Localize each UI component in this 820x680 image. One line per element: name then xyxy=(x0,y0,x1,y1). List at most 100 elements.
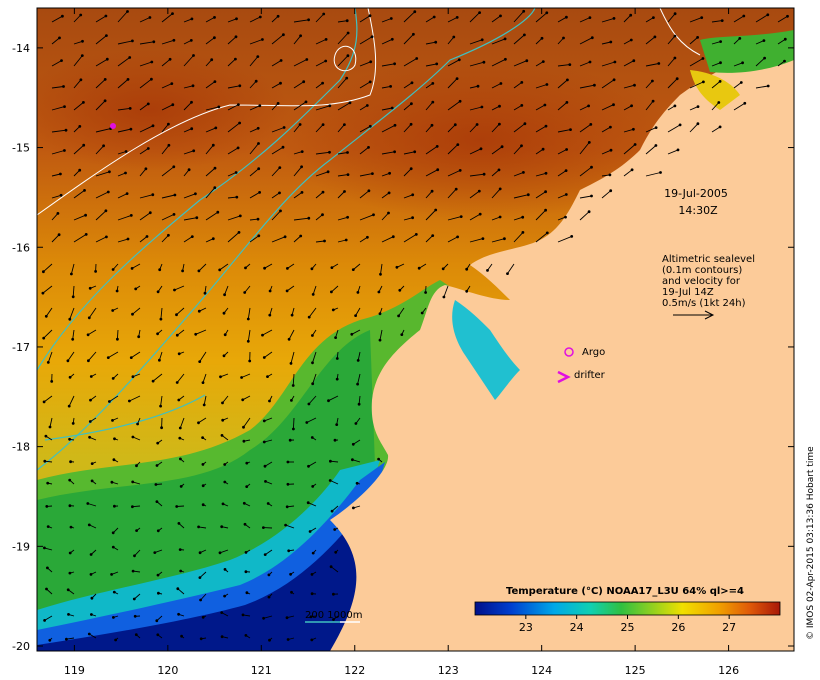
velocity-vector xyxy=(73,214,86,221)
velocity-vector xyxy=(535,232,548,243)
velocity-vector xyxy=(205,144,214,155)
velocity-vector-head xyxy=(156,633,160,637)
drifter-label: drifter xyxy=(574,370,606,381)
velocity-vector-head xyxy=(242,439,246,443)
velocity-vector-head xyxy=(278,166,282,170)
velocity-vector xyxy=(49,417,53,428)
velocity-vector-head xyxy=(86,333,90,337)
velocity-vector-head xyxy=(104,209,108,213)
velocity-vector-head xyxy=(42,336,46,340)
velocity-vector-head xyxy=(500,145,504,149)
velocity-vector-head xyxy=(290,590,293,594)
velocity-vector xyxy=(425,101,434,111)
velocity-vector-head xyxy=(354,314,357,317)
velocity-vector-head xyxy=(258,104,262,108)
velocity-vector-head xyxy=(506,272,509,275)
velocity-vector xyxy=(601,61,616,67)
velocity-vector-head xyxy=(56,212,60,215)
velocity-vector-head xyxy=(612,78,616,82)
velocity-vector-head xyxy=(190,235,194,239)
velocity-vector-head xyxy=(329,459,332,463)
velocity-vector xyxy=(337,152,348,155)
velocity-vector xyxy=(689,106,699,111)
velocity-vector xyxy=(337,32,349,45)
velocity-vector-head xyxy=(80,54,84,57)
velocity-vector-head xyxy=(199,598,203,602)
velocity-vector-head xyxy=(344,238,348,242)
velocity-vectors xyxy=(41,9,789,642)
time-label: 14:30Z xyxy=(678,204,718,217)
velocity-vector-head xyxy=(430,123,434,127)
velocity-vector-head xyxy=(68,551,72,555)
velocity-vector-head xyxy=(156,573,160,577)
velocity-vector xyxy=(403,168,412,177)
velocity-vector-head xyxy=(398,288,402,292)
velocity-vector xyxy=(623,84,635,89)
velocity-vector xyxy=(247,329,251,342)
velocity-vector-head xyxy=(257,234,261,238)
velocity-vector xyxy=(293,35,301,45)
velocity-vector xyxy=(183,18,193,23)
velocity-vector xyxy=(337,55,349,67)
credit-text: © IMOS 02-Apr-2015 03:13:36 Hobart time xyxy=(806,446,816,640)
velocity-vector xyxy=(667,57,676,67)
velocity-vector xyxy=(579,37,593,45)
velocity-vector-head xyxy=(454,187,458,191)
velocity-vector-head xyxy=(167,233,170,237)
velocity-vector-head xyxy=(124,150,128,153)
velocity-vector xyxy=(443,285,449,298)
velocity-vector-head xyxy=(287,549,291,553)
velocity-vector-head xyxy=(290,313,294,317)
velocity-vector-head xyxy=(391,235,395,239)
velocity-vector-head xyxy=(210,58,214,62)
velocity-vector-head xyxy=(356,382,359,386)
velocity-vector-head xyxy=(128,56,132,59)
velocity-vector-head xyxy=(86,502,90,505)
velocity-vector-head xyxy=(540,36,544,40)
velocity-vector xyxy=(183,85,194,89)
velocity-vector-head xyxy=(66,588,70,592)
velocity-vector xyxy=(425,235,434,243)
velocity-vector xyxy=(176,307,185,316)
velocity-vector-head xyxy=(395,265,399,269)
velocity-vector-head xyxy=(279,59,283,62)
velocity-vector xyxy=(131,263,141,269)
velocity-vector-head xyxy=(151,193,155,197)
y-tick-label: -20 xyxy=(12,640,30,653)
velocity-vector xyxy=(315,60,326,67)
velocity-vector-head xyxy=(279,209,282,213)
velocity-vector xyxy=(645,172,661,177)
velocity-vector-head xyxy=(311,334,314,337)
velocity-vector xyxy=(711,20,723,23)
velocity-vector-head xyxy=(389,17,393,20)
velocity-vector xyxy=(667,149,679,155)
velocity-vector xyxy=(43,395,53,403)
velocity-vector-head xyxy=(61,14,64,18)
velocity-vector-head xyxy=(409,167,413,171)
velocity-vector xyxy=(139,168,147,177)
velocity-vector xyxy=(292,417,295,430)
velocity-vector-head xyxy=(368,124,372,128)
velocity-vector-head xyxy=(331,308,335,312)
velocity-vector xyxy=(117,238,129,243)
velocity-vector xyxy=(198,417,207,424)
velocity-vector-head xyxy=(330,266,334,269)
velocity-vector-head xyxy=(127,399,131,403)
velocity-vector-head xyxy=(197,525,201,529)
velocity-vector xyxy=(601,41,611,45)
velocity-vector xyxy=(535,104,546,111)
velocity-vector-head xyxy=(475,123,479,126)
velocity-vector-head xyxy=(222,354,226,358)
velocity-vector-head xyxy=(587,210,591,214)
velocity-vector-head xyxy=(70,272,73,276)
velocity-vector xyxy=(271,210,281,221)
velocity-vector-head xyxy=(268,313,272,317)
velocity-vector-head xyxy=(346,31,350,35)
velocity-vector-head xyxy=(286,482,290,486)
velocity-vector xyxy=(491,238,505,243)
velocity-vector-head xyxy=(113,504,116,508)
colorbar-ticks: 23 24 25 26 27 xyxy=(519,615,736,634)
velocity-vector-head xyxy=(218,268,222,272)
velocity-vector-head xyxy=(126,78,130,81)
velocity-vector xyxy=(288,329,295,340)
